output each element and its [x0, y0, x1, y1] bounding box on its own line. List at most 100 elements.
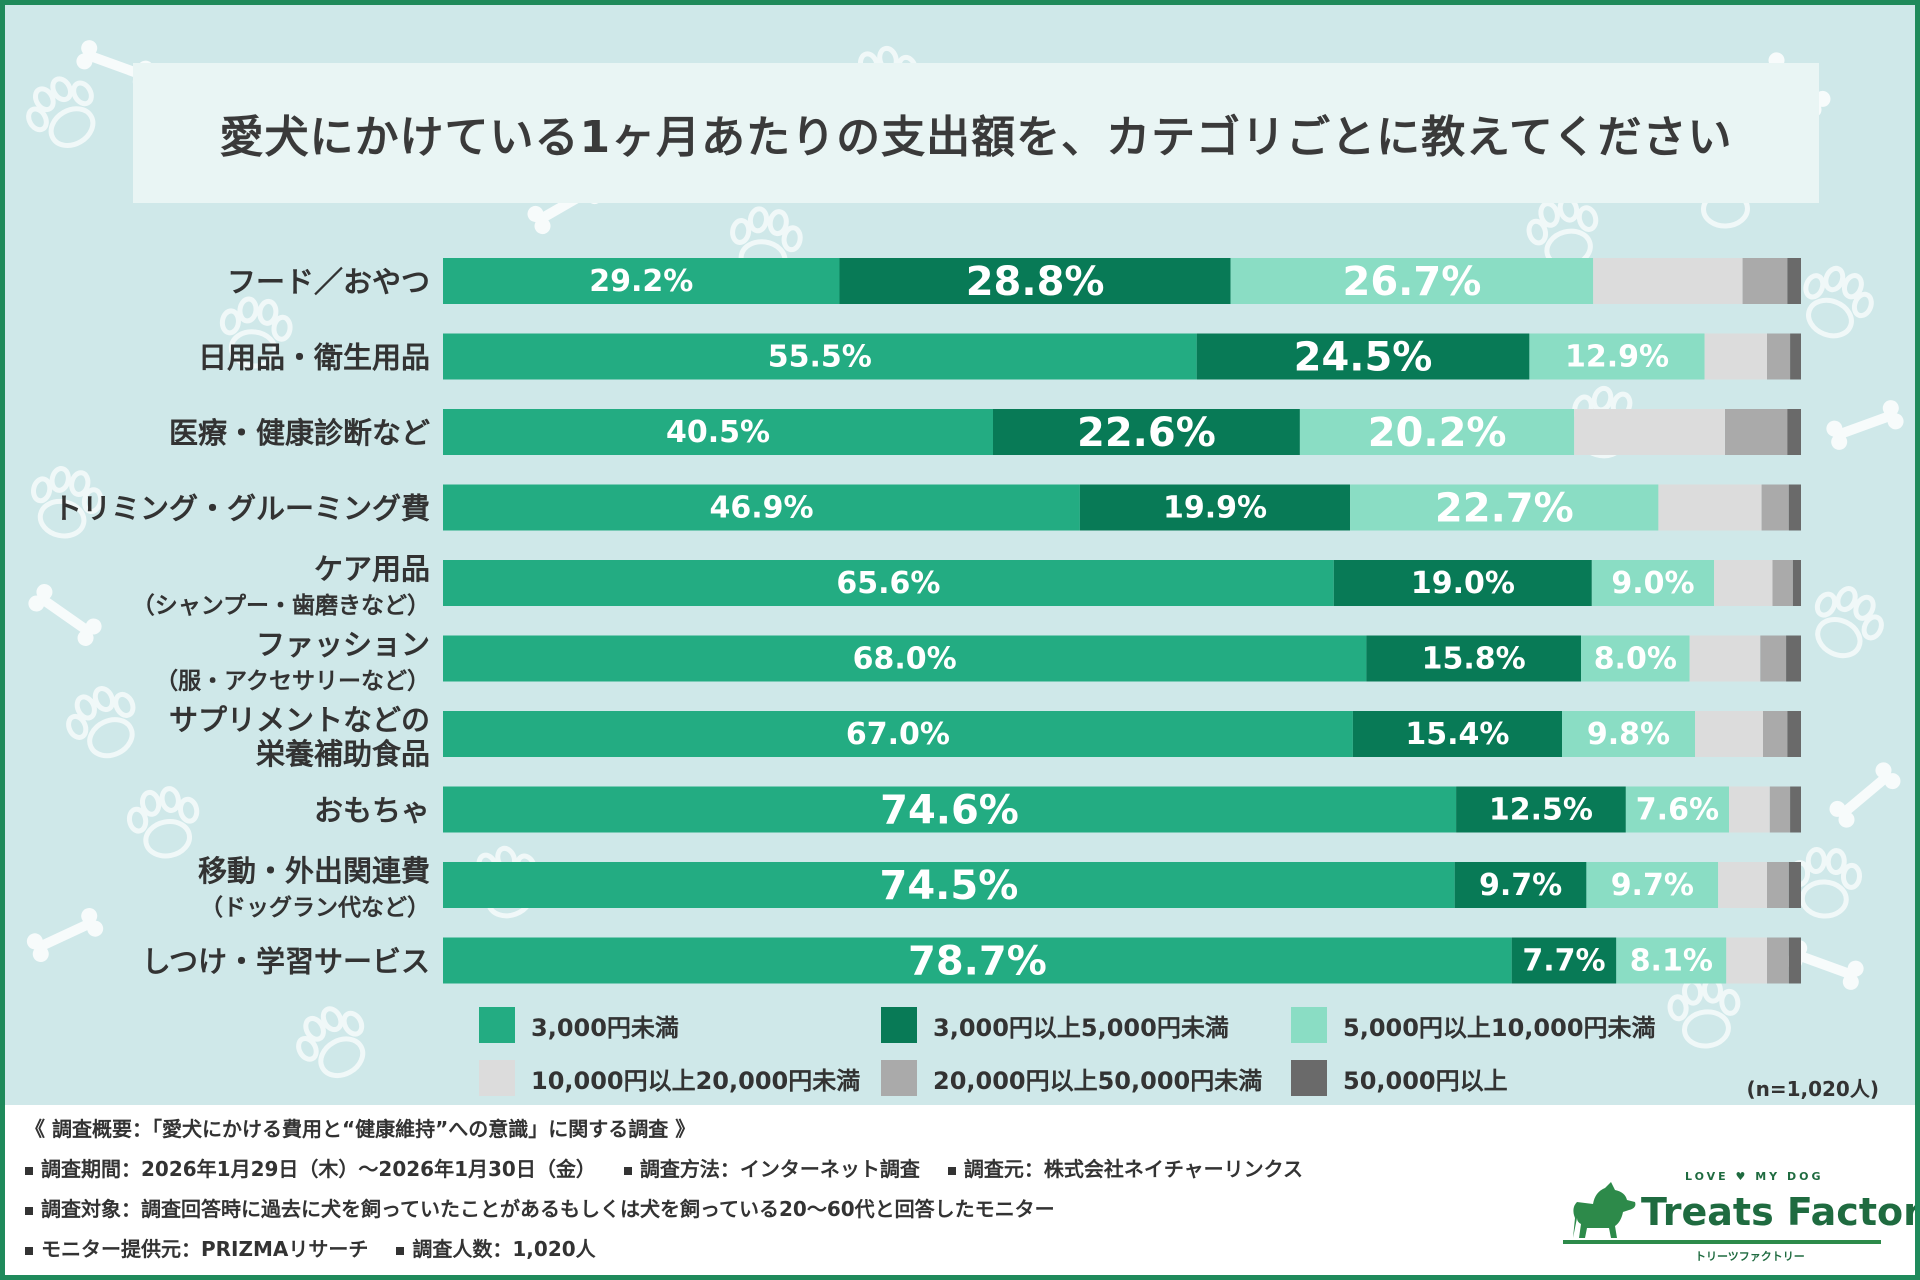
data-label: 55.5%	[768, 340, 872, 375]
bullet-square	[396, 1246, 405, 1255]
legend-item-10000-20000: 10,000円以上20,000円未満	[479, 1060, 860, 1096]
data-label: 67.0%	[846, 717, 950, 752]
survey-period: 調査期間：2026年1月29日（木）～2026年1月30日（金）	[41, 1157, 596, 1181]
data-label: 46.9%	[709, 491, 813, 526]
bar-segment-under-3000	[443, 711, 1353, 757]
category-label: おもちゃ	[314, 794, 430, 828]
paw-print-icon	[126, 786, 200, 859]
data-label: 68.0%	[853, 642, 957, 677]
data-label: 29.2%	[589, 264, 693, 299]
bar-segment-3000-5000	[1511, 937, 1617, 984]
category-sublabel: 栄養補助食品	[256, 737, 430, 771]
survey-target-row: 調査対象：調査回答時に過去に犬を飼っていたことがあるもしくは犬を飼っている20～…	[25, 1193, 1055, 1222]
bar-segment-over-50000	[1792, 560, 1801, 606]
paw-print-icon	[26, 76, 96, 149]
category-label: 移動・外出関連費	[198, 854, 430, 888]
survey-count: 調査人数：1,020人	[412, 1237, 596, 1261]
data-label: 15.4%	[1405, 717, 1509, 752]
paw-print-icon	[1789, 847, 1862, 919]
bar-segment-3000-5000	[1333, 560, 1592, 606]
bone-icon	[1826, 400, 1904, 450]
data-label: 9.7%	[1479, 868, 1562, 903]
bar-segment-20000-50000	[1767, 862, 1789, 908]
data-label: 28.8%	[966, 259, 1105, 305]
legend-swatch	[881, 1007, 917, 1043]
bar-segment-under-3000	[443, 333, 1197, 380]
category-sublabel: （シャンプー・歯磨きなど）	[132, 592, 430, 619]
logo-underline	[1563, 1240, 1881, 1244]
bone-icon	[1829, 762, 1901, 828]
bar-segment-5000-10000	[1581, 635, 1690, 682]
bar-segment-5000-10000	[1625, 786, 1729, 833]
legend-item-under-3000: 3,000円未満	[479, 1007, 679, 1043]
bone-icon	[28, 584, 102, 646]
bar-segment-5000-10000	[1591, 560, 1715, 606]
bar-segment-under-3000	[443, 786, 1457, 833]
bullet-square	[25, 1246, 33, 1255]
bar-segment-under-3000	[443, 484, 1080, 531]
bar-segment-20000-50000	[1763, 711, 1788, 757]
bar-segment-10000-20000	[1726, 937, 1767, 984]
treats-factory-logo: LOVE ♥ MY DOG Treats Factory トリーツファクトリー	[1555, 1170, 1915, 1275]
bar-segment-20000-50000	[1772, 560, 1793, 606]
legend-item-over-50000: 50,000円以上	[1291, 1060, 1508, 1096]
bar-segment-5000-10000	[1350, 484, 1659, 531]
title-box: 愛犬にかけている1ヶ月あたりの支出額を、カテゴリごとに教えてください	[133, 63, 1819, 203]
paw-print-icon	[1803, 265, 1874, 339]
data-label: 26.7%	[1343, 259, 1482, 305]
survey-provider: モニター提供元：PRIZMAリサーチ	[41, 1237, 369, 1261]
bar-segment-10000-20000	[1718, 862, 1768, 908]
bar-segment-over-50000	[1790, 786, 1801, 833]
stacked-bar-chart: 29.2% 28.8% 26.7% フード／おやつ 55.5% 24.5% 12.9% 日用品…	[53, 258, 1801, 985]
bar-segment-20000-50000	[1761, 484, 1789, 531]
category-label: サプリメントなどの	[169, 703, 430, 737]
bar-segment-5000-10000	[1299, 409, 1575, 455]
bar-segment-under-3000	[443, 560, 1334, 606]
bar-segment-3000-5000	[839, 258, 1231, 304]
logo-tagline: LOVE ♥ MY DOG	[1685, 1170, 1824, 1183]
bar-segment-under-3000	[443, 258, 840, 304]
bar-segment-10000-20000	[1729, 786, 1770, 833]
legend-label: 3,000円以上5,000円未満	[933, 1013, 1229, 1042]
category-label: ファッション	[256, 628, 430, 662]
legend-item-20000-50000: 20,000円以上50,000円未満	[881, 1060, 1262, 1096]
data-label: 15.8%	[1422, 642, 1526, 677]
data-label: 7.7%	[1522, 944, 1605, 979]
bar-segment-20000-50000	[1760, 635, 1787, 682]
bar-segment-5000-10000	[1562, 711, 1696, 757]
bar-segment-over-50000	[1787, 258, 1801, 304]
bar-segment-5000-10000	[1230, 258, 1594, 304]
legend-label: 20,000円以上50,000円未満	[933, 1066, 1263, 1095]
category-label: しつけ・学習サービス	[142, 945, 430, 979]
category-sublabel: （ドッグラン代など）	[200, 894, 430, 921]
legend-label: 5,000円以上10,000円未満	[1343, 1013, 1656, 1042]
bar-segment-over-50000	[1786, 635, 1801, 682]
bar-segment-over-50000	[1787, 409, 1801, 455]
legend-label: 50,000円以上	[1343, 1066, 1508, 1095]
legend-item-5000-10000: 5,000円以上10,000円未満	[1291, 1007, 1656, 1043]
bullet-square	[947, 1166, 956, 1175]
survey-period-row: 調査期間：2026年1月29日（木）～2026年1月30日（金） 調査方法：インタ…	[25, 1153, 1303, 1182]
bar-segment-10000-20000	[1689, 635, 1761, 682]
bar-segment-10000-20000	[1714, 560, 1773, 606]
bar-segment-under-3000	[443, 862, 1455, 908]
legend: 3,000円未満 3,000円以上5,000円未満 5,000円以上10,000…	[5, 5, 1915, 1105]
legend-swatch	[1291, 1007, 1327, 1043]
data-label: 8.0%	[1594, 642, 1677, 677]
survey-footer: 《 調査概要：「愛犬にかける費用と“健康維持”への意識」に関する調査 》 調査期…	[5, 1105, 1915, 1275]
data-label: 9.0%	[1611, 566, 1694, 601]
logo-kana: トリーツファクトリー	[1695, 1250, 1805, 1263]
data-label: 40.5%	[666, 415, 770, 450]
data-label: 9.7%	[1611, 868, 1694, 903]
category-label: ケア用品	[314, 552, 430, 586]
bullet-square	[25, 1166, 33, 1175]
survey-origin: 調査元：株式会社ネイチャーリンクス	[963, 1157, 1304, 1181]
bar-segment-20000-50000	[1725, 409, 1788, 455]
data-label: 74.5%	[880, 863, 1019, 909]
paw-print-icon	[1526, 195, 1599, 269]
bar-segment-3000-5000	[1196, 333, 1530, 380]
legend-label: 10,000円以上20,000円未満	[531, 1066, 861, 1095]
data-label: 19.9%	[1163, 491, 1267, 526]
bar-segment-over-50000	[1788, 862, 1801, 908]
